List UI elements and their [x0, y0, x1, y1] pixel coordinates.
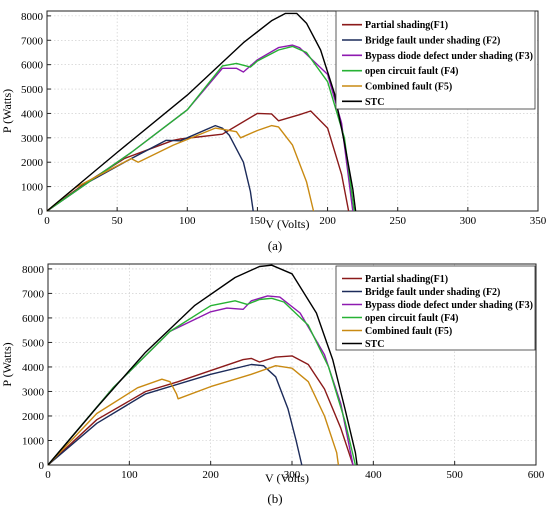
legend-box	[335, 265, 536, 351]
legend-label: Partial shading(F1)	[365, 20, 448, 31]
y-tick-label: 8000	[21, 11, 44, 23]
y-tick-label: 0	[39, 460, 45, 472]
x-tick-label: 100	[179, 215, 196, 227]
y-tick-label: 7000	[21, 35, 44, 47]
legend-label: STC	[365, 97, 384, 108]
series-line-3	[47, 297, 357, 466]
y-tick-label: 3000	[21, 133, 44, 145]
series-line-3	[46, 45, 355, 212]
legend-label: Bridge fault under shading (F2)	[365, 287, 500, 298]
y-tick-label: 2000	[21, 157, 44, 169]
x-tick-label: 200	[202, 469, 219, 481]
x-axis-label: V (Volts)	[266, 217, 310, 231]
y-tick-label: 5000	[22, 337, 45, 349]
y-tick-label: 2000	[22, 411, 45, 423]
y-tick-label: 6000	[22, 313, 45, 325]
x-tick-label: 250	[389, 215, 406, 227]
panel-b-chart: 0 100 200 300 400 500 600010002000300040005000…	[0, 263, 545, 506]
legend-label: Bypass diode defect under shading (F3)	[365, 300, 533, 311]
x-tick-label: 400	[365, 469, 382, 481]
y-tick-label: 5000	[21, 84, 44, 96]
legend-label: open circuit fault (F4)	[365, 313, 458, 324]
series-line-0	[47, 355, 354, 466]
x-tick-label: 300	[284, 469, 301, 481]
x-tick-label: 200	[319, 215, 336, 227]
y-tick-label: 8000	[22, 264, 45, 276]
legend-label: Bridge fault under shading (F2)	[365, 36, 500, 47]
y-axis-label: P (Watts)	[0, 89, 14, 133]
x-tick-label: 600	[528, 469, 545, 481]
y-tick-label: 1000	[21, 182, 44, 194]
legend-label: Combined fault (F5)	[365, 326, 452, 337]
y-tick-label: 4000	[22, 362, 45, 374]
legend-label: Combined fault (F5)	[365, 82, 452, 93]
x-tick-label: 0	[45, 469, 51, 481]
legend: Partial shading(F1) Bridge fault under sh…	[335, 265, 536, 351]
legend-label: open circuit fault (F4)	[365, 66, 458, 77]
y-tick-label: 6000	[21, 60, 44, 72]
series-line-5	[47, 264, 358, 466]
y-axis-label: P (Watts)	[0, 342, 14, 386]
x-tick-label: 50	[112, 215, 124, 227]
x-tick-label: 300	[460, 215, 477, 227]
y-tick-label: 4000	[21, 108, 44, 120]
x-tick-label: 500	[446, 469, 463, 481]
y-tick-label: 0	[38, 206, 44, 218]
x-tick-label: 100	[121, 469, 138, 481]
legend-box	[335, 10, 536, 110]
panel-caption: (b)	[267, 491, 282, 506]
series-line-5	[46, 12, 357, 212]
y-tick-label: 7000	[22, 288, 45, 300]
series-line-4	[47, 365, 340, 466]
x-axis-label: V (Volts)	[265, 471, 309, 485]
series-line-4	[46, 124, 315, 212]
y-tick-label: 1000	[22, 435, 45, 447]
y-tick-label: 3000	[22, 386, 45, 398]
panel-caption: (a)	[268, 238, 282, 253]
legend-label: Bypass diode defect under shading (F3)	[365, 51, 533, 62]
series-line-1	[47, 363, 303, 466]
plot-frame	[46, 10, 539, 212]
series-line-0	[46, 110, 350, 212]
x-tick-label: 350	[530, 215, 547, 227]
legend-label: STC	[365, 339, 384, 350]
panel-a-chart: 0 50 100 150 200 250 300 350 0 1000 2000 3000 4000 50…	[0, 10, 547, 253]
x-tick-label: 0	[44, 215, 50, 227]
legend-label: Partial shading(F1)	[365, 274, 448, 285]
legend: Partial shading(F1) Bridge fault under sh…	[335, 10, 536, 110]
x-tick-label: 150	[249, 215, 266, 227]
